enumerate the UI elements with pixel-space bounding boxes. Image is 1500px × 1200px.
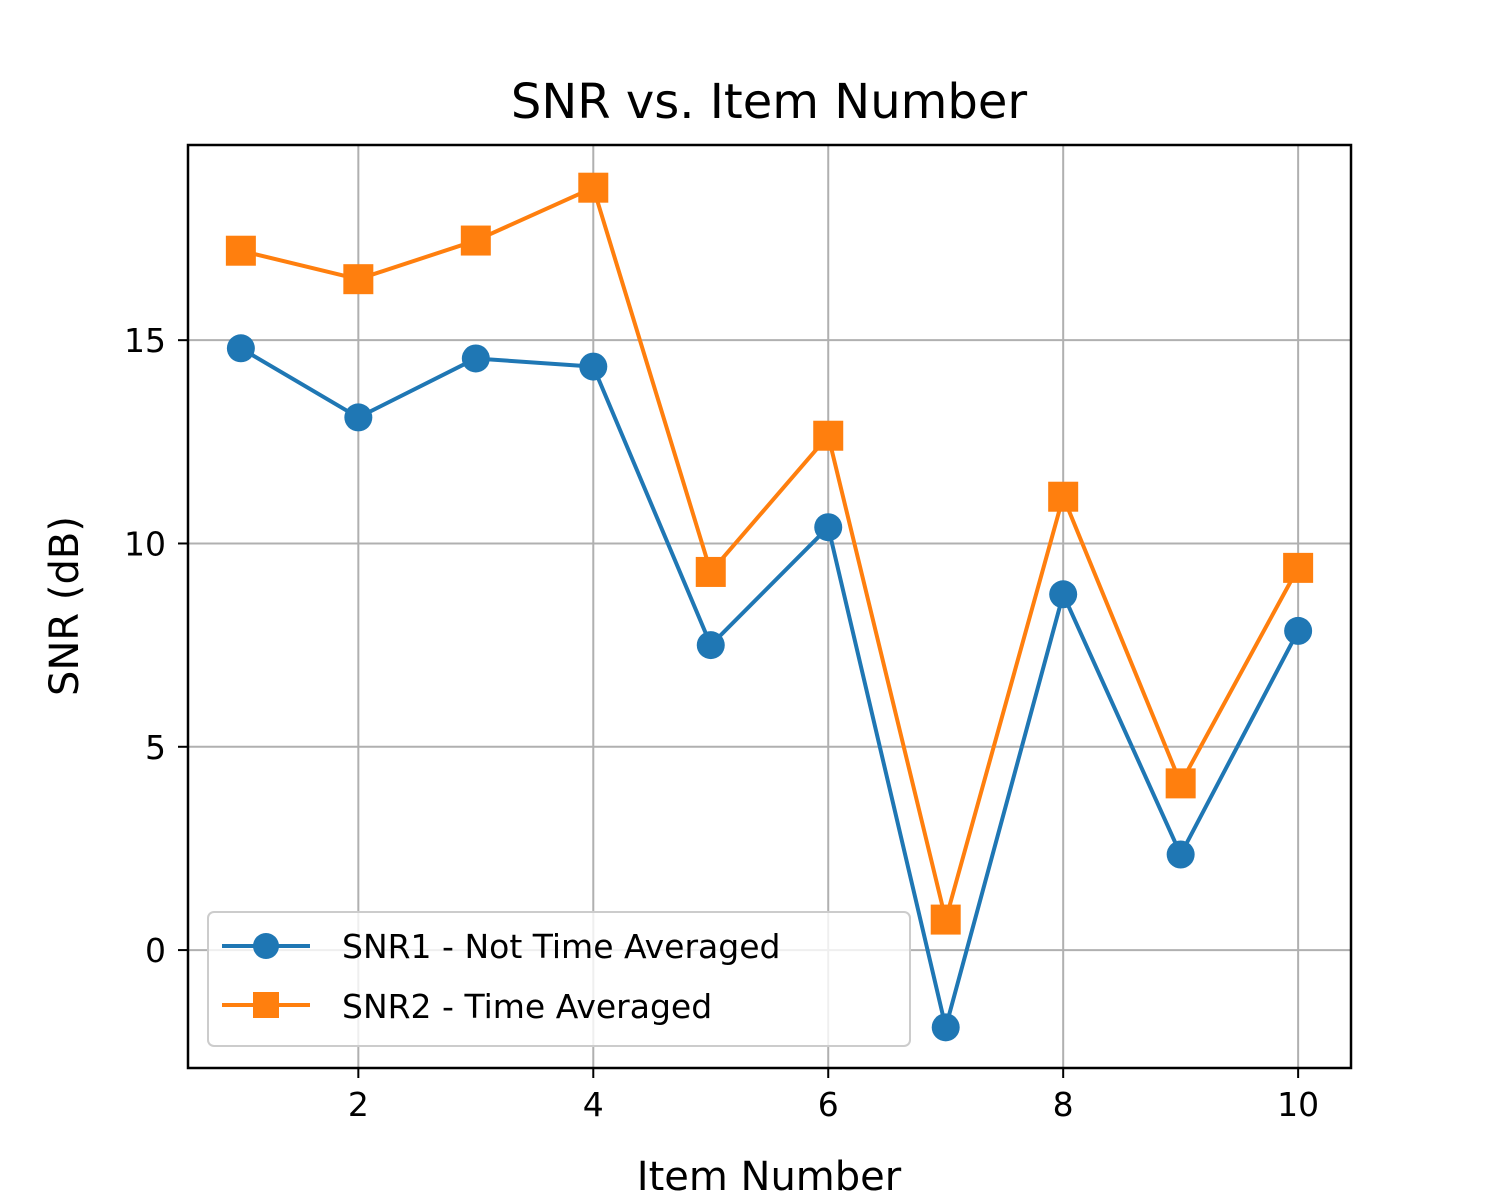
legend-entry-snr1: SNR1 - Not Time Averaged: [222, 927, 780, 966]
x-axis-label: Item Number: [637, 1154, 902, 1200]
series-line: [239, 346, 1300, 1030]
legend-box: [207, 911, 911, 1047]
data-point-circle: [814, 513, 843, 542]
data-point-square: [1165, 768, 1196, 799]
data-point-circle: [696, 631, 725, 660]
plot-frame: [186, 143, 1353, 1070]
data-point-circle: [461, 344, 490, 373]
data-point-circle: [344, 403, 373, 432]
x-tick-label: 8: [1053, 1085, 1074, 1124]
data-point-circle: [579, 352, 608, 381]
data-point-circle: [931, 1013, 960, 1042]
series-1: [226, 334, 1313, 1042]
y-tick-label: 10: [124, 524, 166, 563]
data-point-square: [1048, 481, 1079, 512]
legend-square-marker-icon: [253, 992, 279, 1018]
x-tick-label: 10: [1277, 1085, 1319, 1124]
data-point-circle: [1166, 840, 1195, 869]
data-point-circle: [226, 334, 255, 363]
data-point-circle: [1049, 580, 1078, 609]
series-2: [225, 172, 1314, 935]
data-point-square: [695, 556, 726, 587]
legend-entry-snr2: SNR2 - Time Averaged: [222, 987, 712, 1026]
legend-label-snr2: SNR2 - Time Averaged: [342, 987, 712, 1026]
data-point-square: [460, 225, 491, 256]
y-tick-label: 15: [124, 321, 166, 360]
data-point-square: [225, 235, 256, 266]
legend-label-snr1: SNR1 - Not Time Averaged: [342, 927, 780, 966]
x-tick-label: 4: [583, 1085, 604, 1124]
x-tick-label: 6: [818, 1085, 839, 1124]
legend-circle-marker-icon: [253, 933, 279, 959]
axis-ticks: 2 4 6 8 10 0 5 10 15: [124, 321, 1319, 1124]
data-series: [225, 172, 1314, 1042]
data-point-square: [578, 172, 609, 203]
x-tick-label: 2: [348, 1085, 369, 1124]
y-tick-label: 5: [145, 728, 166, 767]
data-point-square: [813, 420, 844, 451]
data-point-square: [930, 904, 961, 935]
data-point-circle: [1284, 616, 1313, 645]
data-point-square: [1283, 552, 1314, 583]
series-line: [240, 185, 1300, 922]
legend: SNR1 - Not Time Averaged SNR2 - Time Ave…: [207, 911, 911, 1047]
data-point-square: [343, 264, 374, 295]
y-tick-label: 0: [145, 931, 166, 970]
chart-title: SNR vs. Item Number: [511, 74, 1028, 130]
y-axis-label: SNR (dB): [42, 516, 88, 696]
